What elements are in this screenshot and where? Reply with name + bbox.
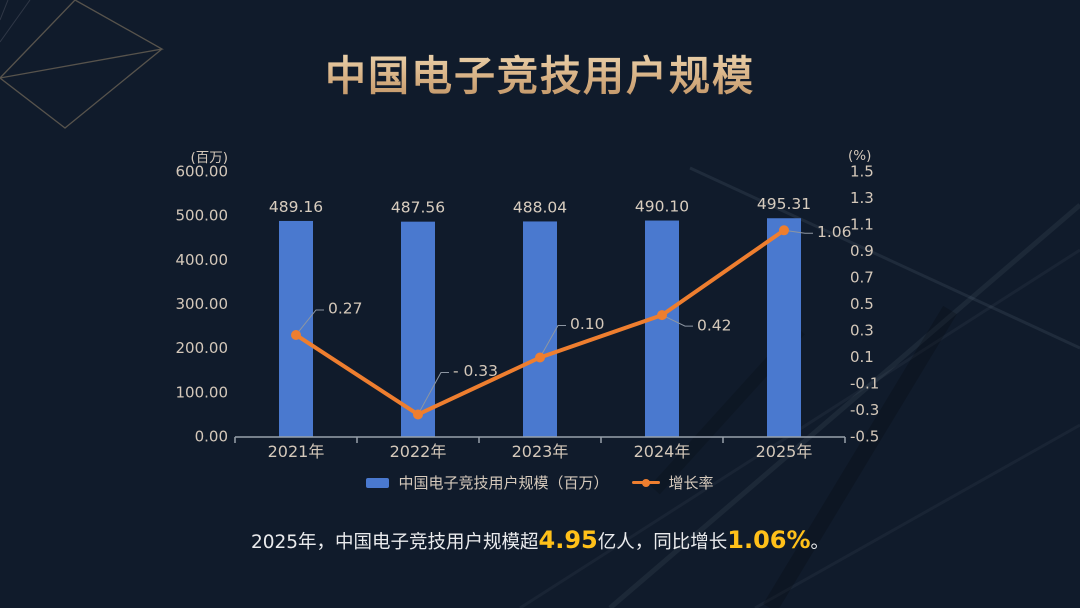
left-axis-tick-label: 200.00 [176,339,229,357]
bar-value-label: 488.04 [513,198,567,216]
legend-bar-label: 中国电子竞技用户规模（百万） [398,474,609,492]
right-axis-tick-label: 0.7 [850,269,874,287]
left-axis-tick-label: 500.00 [176,207,229,225]
right-axis-tick-label: 0.1 [850,348,874,366]
x-axis-category-label: 2023年 [512,442,569,461]
growth-point-label: - 0.33 [453,362,498,380]
right-axis-tick-label: 1.3 [850,189,874,207]
legend: 中国电子竞技用户规模（百万） 增长率 [0,472,1080,493]
right-axis-tick-label: -0.3 [850,401,879,419]
left-axis-unit-label: (百万) [190,150,228,166]
right-axis-tick-label: 0.3 [850,322,874,340]
left-axis-tick-label: 0.00 [195,428,228,446]
right-axis-tick-label: 1.1 [850,216,874,234]
growth-point-label: 0.42 [697,317,732,335]
bar-2024年 [645,220,679,437]
bar-2021年 [279,220,313,437]
legend-line-label: 增长率 [668,474,714,492]
x-axis-category-label: 2024年 [634,442,691,461]
growth-point [291,329,301,340]
bar-value-label: 490.10 [635,198,689,216]
point-label-leader [783,229,813,234]
legend-line-dot-icon [641,478,650,487]
x-axis-category-label: 2025年 [756,442,813,461]
page-title: 中国电子竞技用户规模 [0,42,1080,102]
point-label-leader [295,309,324,336]
left-axis-tick-label: 400.00 [176,251,229,269]
right-axis-tick-label: 1.5 [850,163,874,181]
growth-point [657,310,667,321]
left-axis-tick-label: 100.00 [176,383,229,401]
right-axis-tick-label: 0.9 [850,242,874,260]
caption-text-2: 亿人，同比增长 [597,532,728,553]
bar-2025年 [767,218,801,437]
bar-value-label: 495.31 [757,195,811,213]
growth-point-label: 0.10 [570,315,605,333]
right-axis-tick-label: -0.5 [850,428,879,446]
caption-text-1: 2025年，中国电子竞技用户规模超 [250,532,539,553]
growth-point [413,409,423,420]
right-axis-unit-label: (%) [848,148,872,164]
x-axis-category-label: 2022年 [390,442,447,461]
wireframe-kite-topleft [0,0,164,129]
point-label-leader [661,314,693,327]
right-axis-tick-label: -0.1 [850,375,879,393]
right-axis-tick-label: 0.5 [850,295,874,313]
x-axis-category-label: 2021年 [268,442,325,461]
bar-value-label: 487.56 [391,199,445,217]
left-axis-tick-label: 600.00 [176,163,229,181]
caption-text-3: 。 [810,532,830,553]
caption: 2025年，中国电子竞技用户规模超4.95亿人，同比增长1.06%。 [0,526,1080,554]
bar-2023年 [523,221,557,437]
bar-2022年 [401,221,435,437]
legend-bar-swatch-icon [366,477,390,488]
caption-highlight-users: 4.95 [538,526,598,554]
bar-value-label: 489.16 [269,198,323,216]
wireframe-lines-topleft [0,0,31,43]
caption-highlight-growth: 1.06% [727,526,811,554]
point-label-leader [539,325,566,358]
growth-point [535,352,545,363]
growth-point-label: 1.06 [817,223,852,241]
growth-point-label: 0.27 [328,299,363,317]
left-axis-tick-label: 300.00 [176,295,229,313]
growth-point [779,225,789,236]
legend-line-swatch-icon [631,478,660,487]
point-label-leader [417,371,449,415]
